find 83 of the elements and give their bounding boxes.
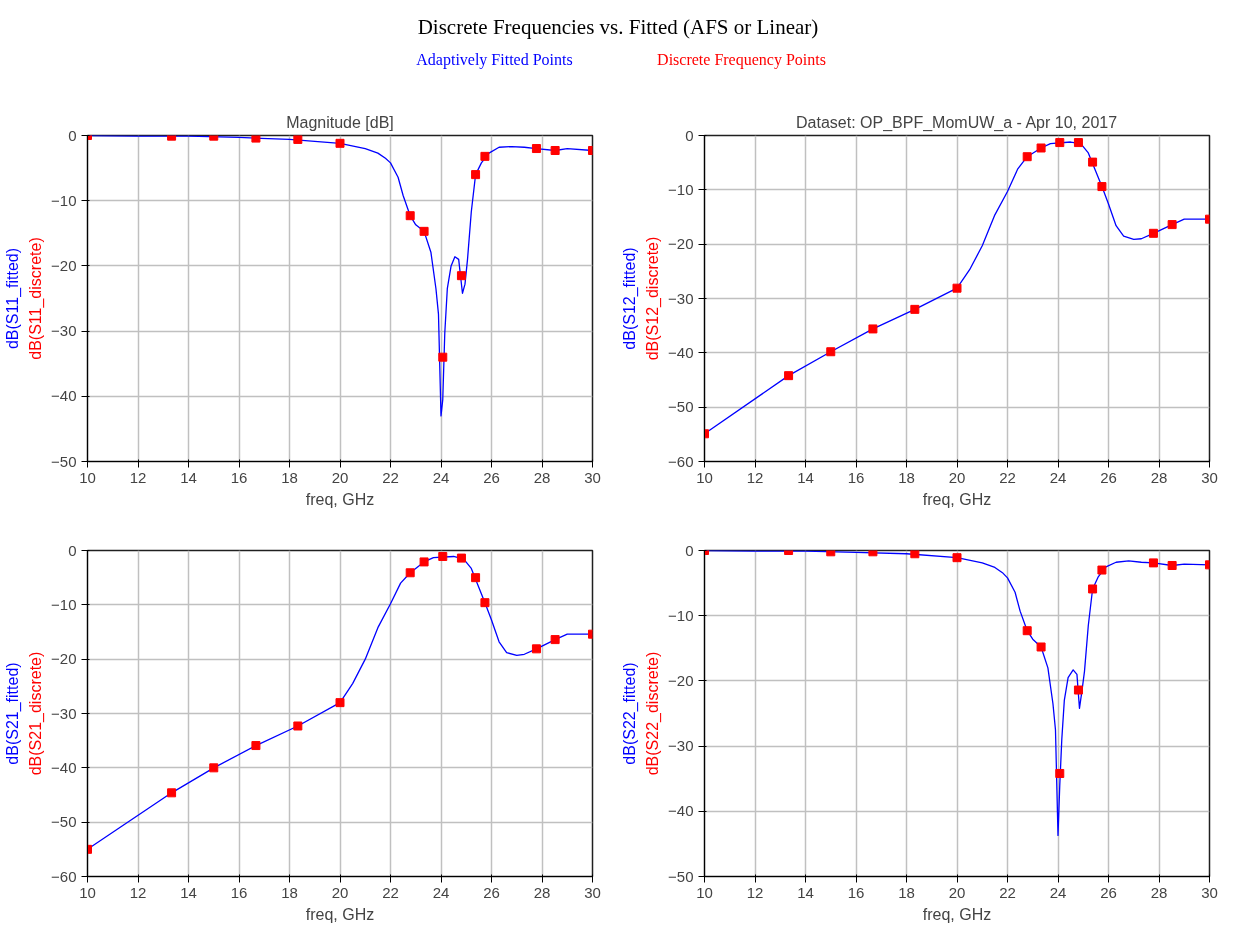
chart-subtitle: Magnitude [dB]: [286, 113, 394, 131]
y-tick-label: −40: [51, 387, 77, 405]
x-tick-label: 18: [898, 468, 915, 486]
x-tick-label: 16: [230, 883, 248, 901]
y-tick-label: −60: [51, 867, 77, 885]
x-tick-label: 30: [1201, 468, 1218, 486]
y-tick-label: −30: [668, 737, 694, 755]
y-tick-label: −50: [668, 398, 694, 416]
y-axis-title: dB(S22_discrete) dB(S22_fitted): [620, 651, 663, 776]
x-tick-label: 14: [180, 468, 197, 486]
y-tick-label: −10: [51, 595, 77, 613]
y-tick-label: −50: [51, 452, 77, 470]
y-axis-title: dB(S11_discrete) dB(S11_fitted): [3, 237, 46, 360]
y-tick-label: −50: [51, 813, 77, 831]
x-tick-label: 10: [79, 468, 96, 486]
x-tick-label: 16: [847, 468, 865, 486]
chart-title: Discrete Frequencies vs. Fitted (AFS or Linear): [417, 15, 819, 40]
x-tick-label: 30: [584, 468, 601, 486]
y-tick-label: −40: [51, 758, 77, 776]
x-tick-label: 20: [331, 468, 349, 486]
x-tick-label: 18: [281, 468, 298, 486]
y-tick-label: −30: [51, 704, 77, 722]
x-axis-title: freq, GHz: [305, 490, 375, 508]
y-tick-label: −10: [51, 191, 77, 209]
x-tick-label: 20: [948, 468, 966, 486]
x-tick-label: 22: [382, 883, 399, 901]
y-tick-label: −40: [668, 802, 694, 820]
y-tick-label: −20: [668, 671, 694, 689]
x-tick-label: 16: [230, 468, 248, 486]
x-tick-label: 12: [746, 883, 764, 901]
chart-title: Dataset: OP_BPF_MomUW_a - Apr 10, 2017: [796, 113, 1118, 132]
x-tick-label: 26: [483, 883, 500, 901]
x-tick-label: 10: [79, 883, 96, 901]
y-tick-label: −30: [668, 289, 694, 307]
text: Discrete Frequency Points: [657, 50, 826, 69]
x-tick-label: 30: [584, 883, 601, 901]
x-axis-title: freq, GHz: [922, 490, 992, 508]
x-tick-label: 20: [331, 883, 349, 901]
y-tick-label: −10: [668, 180, 694, 198]
y-tick-label: −20: [51, 256, 77, 274]
y-tick-label: −10: [668, 606, 694, 624]
x-axis-title: freq, GHz: [305, 905, 375, 923]
y-tick-label: −50: [668, 867, 694, 885]
x-tick-label: 12: [129, 468, 147, 486]
x-tick-label: 20: [948, 883, 966, 901]
x-tick-label: 14: [180, 883, 197, 901]
x-tick-label: 18: [898, 883, 915, 901]
x-tick-label: 16: [847, 883, 865, 901]
x-tick-label: 30: [1201, 883, 1218, 901]
x-tick-label: 24: [1049, 883, 1067, 901]
x-tick-label: 18: [281, 883, 298, 901]
text: Adaptively Fitted Points: [416, 50, 573, 69]
y-tick-label: −30: [51, 322, 77, 340]
x-tick-label: 22: [382, 468, 399, 486]
x-tick-label: 22: [999, 468, 1016, 486]
y-tick-label: −60: [668, 452, 694, 470]
y-tick-label: 0: [685, 541, 694, 559]
x-tick-label: 24: [432, 883, 450, 901]
x-tick-label: 10: [696, 883, 713, 901]
x-tick-label: 26: [1100, 883, 1117, 901]
x-tick-label: 24: [1049, 468, 1067, 486]
x-tick-label: 12: [746, 468, 764, 486]
x-tick-label: 28: [533, 883, 551, 901]
x-tick-label: 28: [1150, 883, 1168, 901]
x-tick-label: 28: [1150, 468, 1168, 486]
x-tick-label: 24: [432, 468, 450, 486]
x-tick-label: 22: [999, 883, 1016, 901]
y-tick-label: 0: [685, 126, 694, 144]
x-tick-label: 10: [696, 468, 713, 486]
x-tick-label: 12: [129, 883, 147, 901]
x-tick-label: 26: [483, 468, 500, 486]
x-tick-label: 28: [533, 468, 551, 486]
y-tick-label: −40: [668, 343, 694, 361]
y-tick-label: −20: [51, 650, 77, 668]
y-axis-title: dB(S21_discrete) dB(S21_fitted): [3, 651, 46, 776]
x-tick-label: 14: [797, 883, 814, 901]
y-tick-label: 0: [68, 541, 77, 559]
x-tick-label: 14: [797, 468, 814, 486]
y-tick-label: 0: [68, 126, 77, 144]
y-tick-label: −20: [668, 235, 694, 253]
x-tick-label: 26: [1100, 468, 1117, 486]
x-axis-title: freq, GHz: [922, 905, 992, 923]
y-axis-title: dB(S12_discrete) dB(S12_fitted): [620, 236, 663, 361]
